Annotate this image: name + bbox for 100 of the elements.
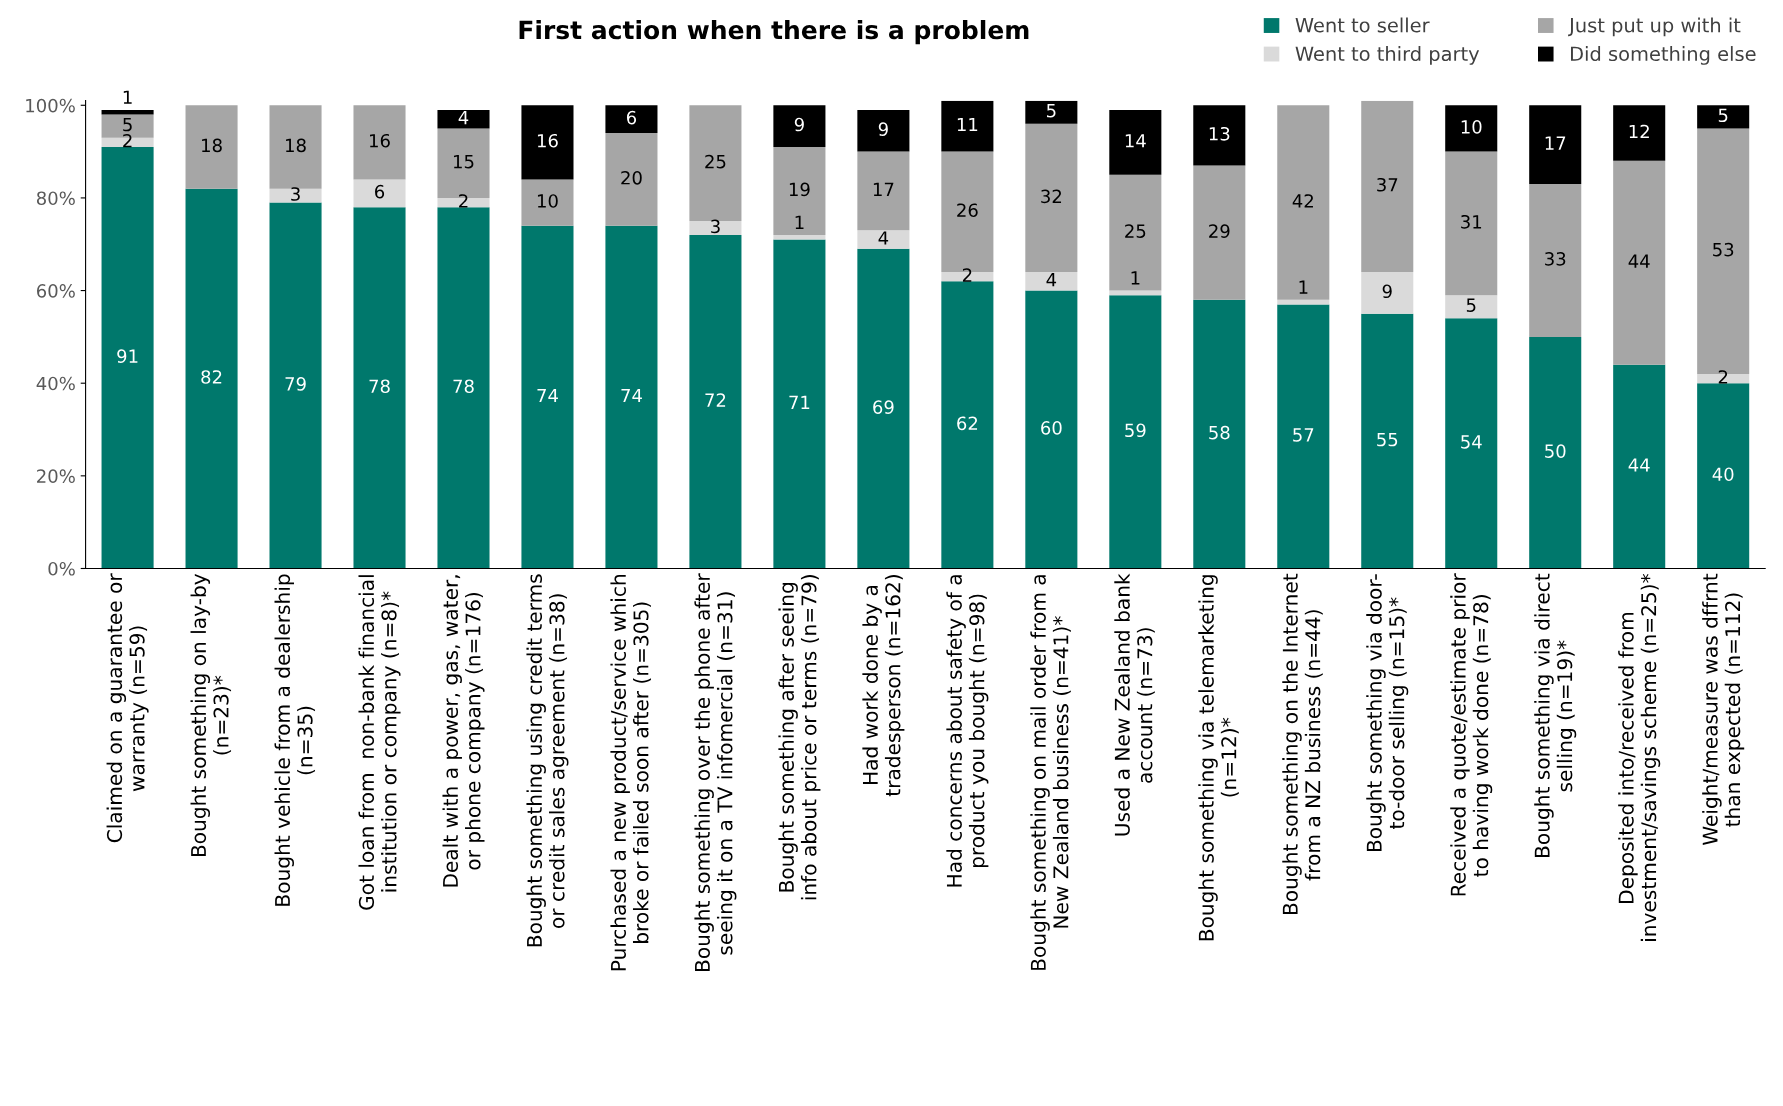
data-label: 5: [1466, 298, 1476, 313]
x-tick-label: Dealt with a power, gas, water, or phone company (n=176): [442, 575, 485, 887]
chart-title: First action when there is a problem: [519, 19, 1029, 45]
data-label: 54: [1461, 435, 1482, 449]
bar: [353, 105, 406, 180]
legend-label: Went to third party: [1295, 46, 1480, 65]
data-label: 69: [873, 400, 894, 414]
data-label: 6: [375, 184, 385, 199]
bar: [1445, 151, 1498, 296]
data-label: 37: [1377, 177, 1398, 192]
data-label: 55: [1377, 432, 1398, 447]
bar: [941, 100, 994, 152]
bar: [857, 230, 910, 249]
data-label: 14: [1125, 134, 1146, 148]
bar: [185, 188, 238, 569]
data-label: 18: [202, 138, 222, 153]
data-label: 19: [789, 182, 810, 197]
bar: [269, 188, 322, 203]
bar: [941, 281, 994, 569]
data-label: 16: [370, 133, 390, 148]
bar: [437, 207, 490, 569]
legend-label: Did something else: [1571, 46, 1756, 65]
bar: [1445, 295, 1498, 319]
data-label: 44: [1628, 254, 1650, 268]
legend-label: Went to seller: [1295, 17, 1430, 33]
data-label: 4: [878, 231, 889, 245]
data-label: 10: [537, 194, 558, 208]
data-label: 4: [458, 110, 469, 125]
x-tick-label: Bought something via door- to-door selling (n=15)*: [1366, 574, 1409, 852]
bar: [773, 234, 826, 240]
x-tick-label: Had concerns about safety of a product you bought (n=98): [946, 575, 989, 887]
data-label: 9: [794, 117, 804, 132]
data-label: 33: [1545, 252, 1566, 266]
bar: [521, 225, 574, 569]
data-label: 9: [878, 122, 888, 136]
bar: [857, 151, 910, 231]
data-label: 1: [123, 90, 132, 104]
y-tick-label: 60%: [36, 284, 75, 298]
data-label: 74: [621, 388, 642, 403]
bar: [1109, 109, 1162, 175]
bar: [605, 133, 658, 226]
data-label: 79: [285, 377, 306, 391]
data-label: 26: [957, 203, 978, 218]
bar: [773, 105, 826, 147]
bar: [1361, 272, 1414, 314]
data-label: 1: [1299, 280, 1308, 294]
data-label: 31: [1461, 214, 1482, 229]
data-label: 2: [962, 268, 972, 282]
y-tick-label: 100%: [26, 98, 75, 113]
bar: [521, 179, 574, 226]
x-tick-label: Bought vehicle from a dealership (n=35): [274, 574, 316, 906]
x-tick-label: Weight/measure was dffrnt than expected (n=112): [1702, 573, 1745, 846]
bar: [353, 179, 406, 208]
x-tick-label: Bought something via direct selling (n=19)*: [1534, 573, 1577, 857]
data-label: 50: [1545, 444, 1566, 458]
data-label: 60: [1041, 421, 1062, 435]
bar: [437, 109, 490, 129]
data-label: 71: [789, 395, 810, 410]
bar: [1529, 184, 1582, 337]
data-label: 9: [1382, 284, 1392, 299]
data-label: 32: [1041, 189, 1062, 204]
bar: [185, 105, 238, 189]
y-tick-label: 0%: [48, 561, 75, 576]
bar: [521, 105, 574, 180]
x-tick-label: Bought something on lay-by (n=23)*: [190, 573, 232, 857]
data-label: 2: [123, 133, 132, 148]
legend-label: Just put up with it: [1568, 17, 1741, 37]
data-label: 78: [369, 379, 390, 394]
bar: [1697, 105, 1750, 129]
bar: [1109, 295, 1162, 569]
data-label: 91: [117, 349, 138, 363]
data-label: 29: [1209, 224, 1230, 238]
bar: [1193, 105, 1246, 166]
bar: [101, 146, 154, 569]
data-label: 2: [459, 194, 468, 208]
bar: [1025, 272, 1078, 291]
bar: [1361, 313, 1414, 569]
bar: [857, 109, 910, 152]
data-label: 17: [1545, 136, 1566, 150]
x-tick-label: Purchased a new product/service which broke or failed soon after (n=305): [610, 575, 651, 971]
bar: [1445, 105, 1498, 152]
data-label: 4: [1046, 273, 1057, 287]
bar: [689, 221, 742, 235]
x-tick-label: Claimed on a guarantee or warranty (n=59): [106, 573, 149, 843]
data-label: 13: [1209, 126, 1230, 141]
data-label: 12: [1629, 124, 1649, 139]
bar: [353, 207, 406, 569]
bar: [773, 239, 826, 569]
data-label: 17: [873, 182, 894, 196]
bar: [1445, 318, 1498, 569]
data-label: 2: [1718, 370, 1728, 384]
bar: [1109, 174, 1162, 291]
data-label: 25: [705, 154, 726, 169]
data-label: 20: [621, 170, 642, 185]
bar: [1277, 304, 1330, 569]
data-label: 44: [1628, 458, 1650, 472]
bar: [1697, 383, 1750, 569]
bar: [1193, 299, 1246, 569]
bar: [605, 105, 658, 134]
data-label: 3: [291, 187, 300, 201]
